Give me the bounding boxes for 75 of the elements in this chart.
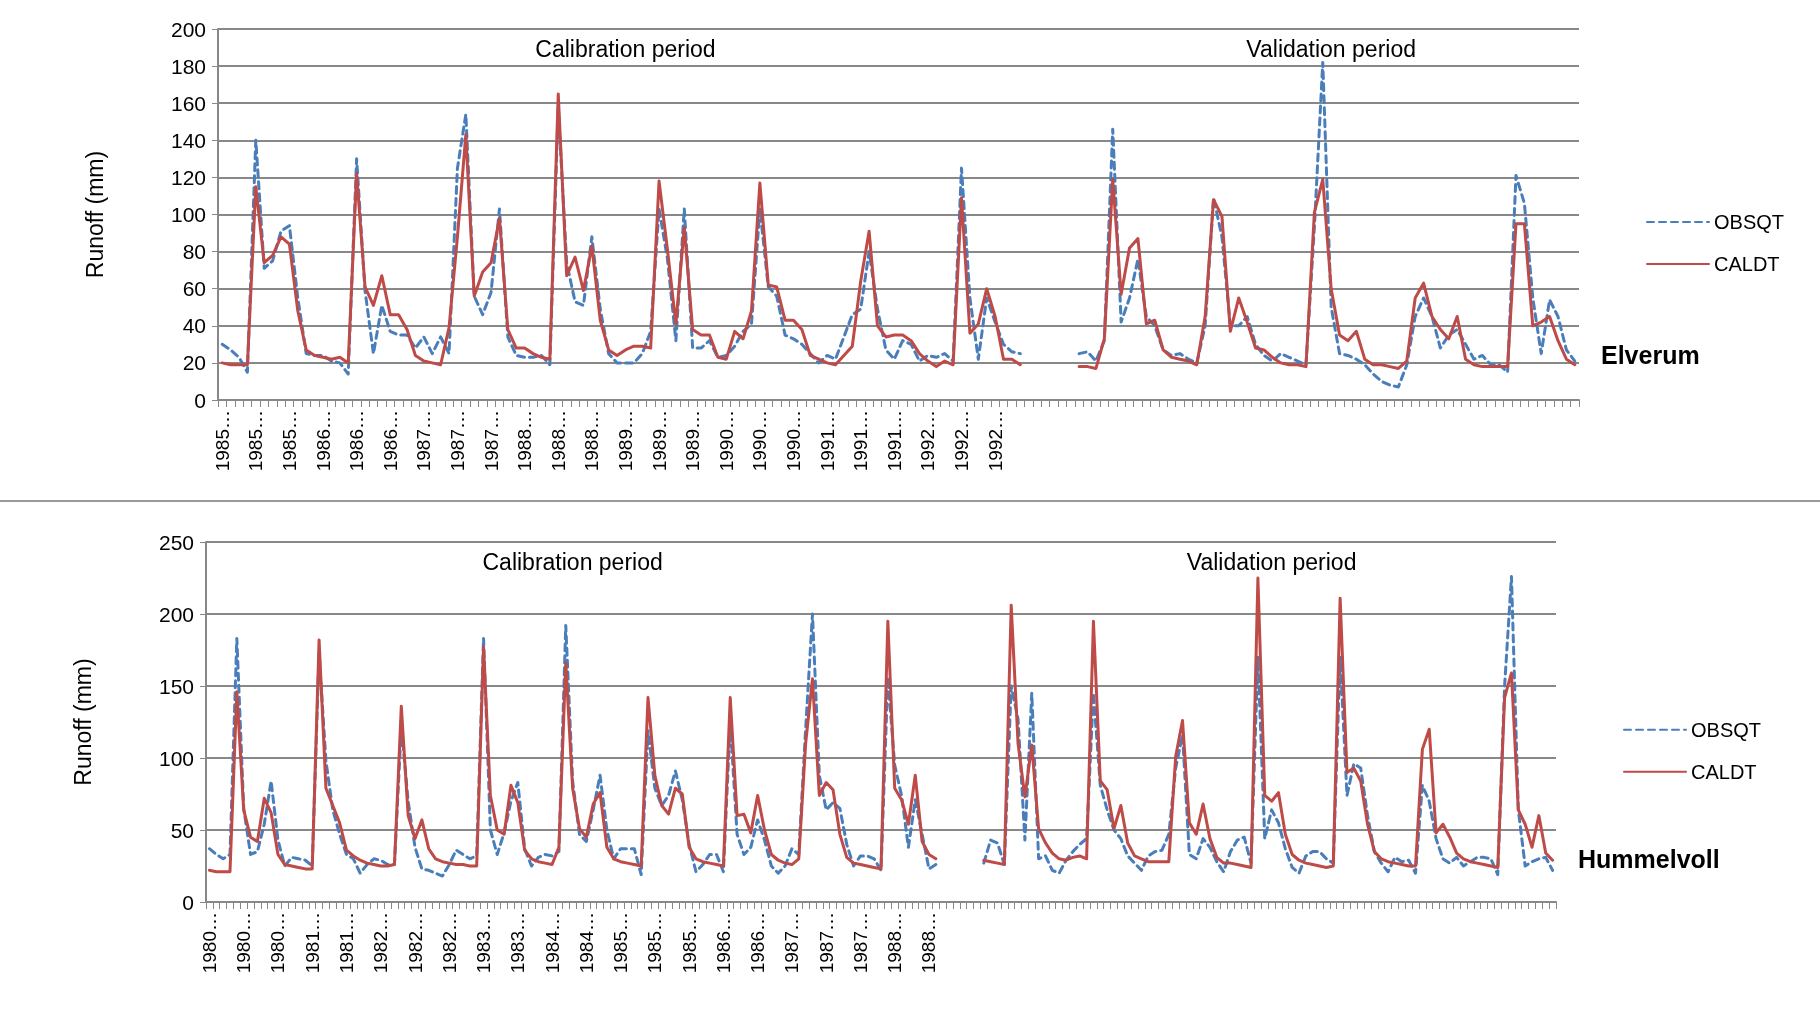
y-tick-label: 200: [158, 602, 194, 626]
x-tick-label: 1990…: [715, 410, 737, 472]
x-tick-label: 1985…: [211, 410, 233, 472]
y-tick-label: 150: [158, 674, 194, 698]
x-tick-label: 1989…: [682, 410, 704, 472]
x-tick-label: 1990…: [782, 410, 804, 472]
legend-label: OBSQT: [1714, 211, 1785, 234]
y-tick-label: 140: [170, 128, 206, 152]
x-tick-label: 1980…: [267, 912, 289, 974]
y-tick-label: 160: [170, 91, 206, 115]
x-tick-label: 1988…: [581, 410, 603, 472]
x-tick-label: 1985…: [610, 912, 632, 974]
x-tick-label: 1988…: [884, 912, 906, 974]
annotation: Calibration period: [482, 549, 663, 575]
x-tick-label: 1992…: [917, 410, 939, 472]
x-tick-label: 1992…: [951, 410, 973, 472]
x-tick-label: 1986…: [712, 912, 734, 974]
y-tick-label: 180: [170, 54, 206, 78]
y-axis-title: Runoff (mm): [69, 658, 96, 786]
x-tick-label: 1990…: [749, 410, 771, 472]
x-tick-label: 1983…: [507, 912, 529, 974]
x-tick-label: 1992…: [984, 410, 1006, 472]
y-axis-title: Runoff (mm): [81, 150, 108, 279]
x-tick-label: 1986…: [346, 410, 368, 472]
x-tick-label: 1986…: [747, 912, 769, 974]
y-tick-label: 40: [182, 314, 206, 338]
y-tick-label: 80: [182, 240, 206, 264]
x-tick-label: 1981…: [335, 912, 357, 974]
x-tick-label: 1981…: [301, 912, 323, 974]
y-tick-label: 60: [182, 277, 206, 301]
x-tick-label: 1991…: [816, 410, 838, 472]
x-tick-label: 1988…: [547, 410, 569, 472]
annotation: Validation period: [1186, 549, 1357, 575]
x-tick-label: 1986…: [312, 410, 334, 472]
x-tick-label: 1984…: [575, 912, 597, 974]
annotation: Validation period: [1246, 36, 1416, 62]
y-tick-label: 100: [170, 203, 206, 226]
x-tick-label: 1987…: [446, 410, 468, 472]
legend-label: OBSQT: [1691, 718, 1762, 741]
x-tick-label: 1985…: [678, 912, 700, 974]
x-tick-label: 1991…: [883, 410, 905, 472]
y-tick-label: 200: [170, 17, 206, 41]
x-tick-label: 1983…: [473, 912, 495, 974]
x-tick-label: 1987…: [413, 410, 435, 472]
x-tick-label: 1982…: [404, 912, 426, 974]
y-tick-label: 50: [170, 818, 194, 842]
x-tick-label: 1985…: [245, 410, 267, 472]
legend-label: CALDT: [1691, 760, 1757, 783]
x-tick-label: 1984…: [541, 912, 563, 974]
x-tick-label: 1989…: [614, 410, 636, 472]
x-tick-label: 1980…: [198, 912, 220, 974]
y-tick-label: 120: [170, 165, 206, 189]
y-tick-label: 20: [182, 351, 206, 375]
y-tick-label: 0: [194, 388, 206, 412]
y-tick-label: 250: [158, 530, 194, 554]
x-tick-label: 1982…: [438, 912, 460, 974]
x-tick-label: 1988…: [514, 410, 536, 472]
x-tick-label: 1988…: [918, 912, 940, 974]
x-tick-label: 1991…: [850, 410, 872, 472]
y-tick-label: 0: [182, 890, 194, 914]
x-tick-label: 1987…: [781, 912, 803, 974]
x-tick-label: 1985…: [644, 912, 666, 974]
x-tick-label: 1987…: [849, 912, 871, 974]
y-tick-label: 100: [158, 746, 194, 770]
legend-label: CALDT: [1714, 253, 1780, 276]
x-tick-label: 1989…: [648, 410, 670, 472]
x-tick-label: 1987…: [815, 912, 837, 974]
x-tick-label: 1986…: [379, 410, 401, 472]
annotation: Calibration period: [535, 36, 716, 62]
x-tick-label: 1985…: [278, 410, 300, 472]
x-tick-label: 1987…: [480, 410, 502, 472]
x-tick-label: 1980…: [233, 912, 255, 974]
x-tick-label: 1982…: [370, 912, 392, 974]
text: Elverum: [1601, 341, 1700, 370]
text: Hummelvoll: [1578, 844, 1720, 873]
